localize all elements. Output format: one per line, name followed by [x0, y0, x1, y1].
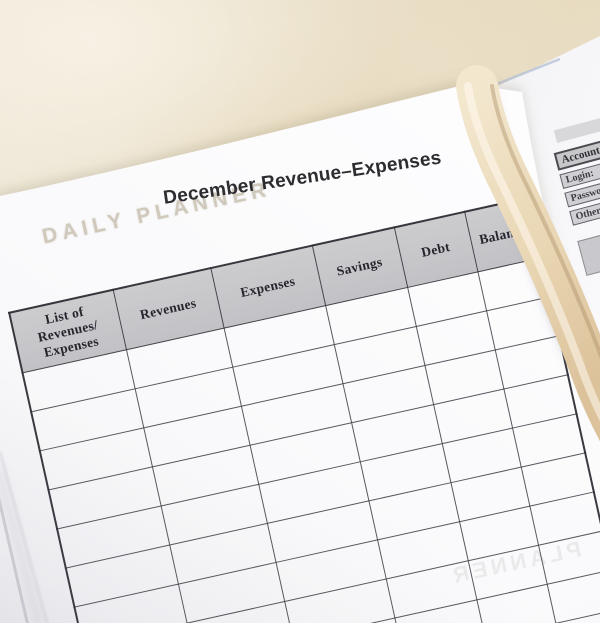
page-stack-edge: [0, 496, 29, 623]
right-page-edge: [496, 57, 561, 86]
ribbon-dark-edge: [490, 84, 600, 359]
ribbon-highlight: [464, 82, 600, 422]
ribbon-bookmark: [456, 65, 600, 442]
page-stack-edge: [0, 467, 42, 623]
page-stack-edges: [0, 451, 50, 623]
